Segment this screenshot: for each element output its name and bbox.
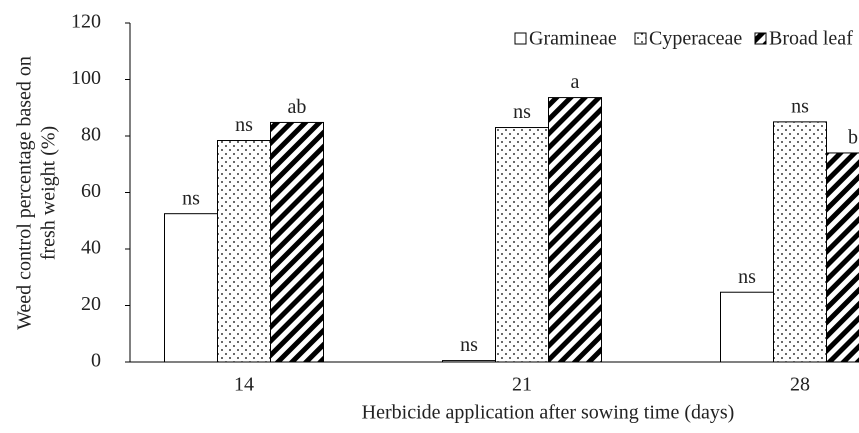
- legend-swatch: [514, 32, 527, 45]
- x-tick-label: 21: [512, 374, 532, 396]
- bar-annotation: ab: [288, 96, 307, 118]
- legend-label: Broad leaf: [769, 28, 853, 50]
- bar: [164, 213, 218, 363]
- x-tick-label: 28: [790, 374, 810, 396]
- bar-annotation: ns: [235, 114, 253, 136]
- bar: [217, 140, 271, 363]
- legend-swatch: [634, 32, 647, 45]
- bar: [773, 121, 827, 363]
- y-tick-label: 120: [71, 11, 101, 33]
- y-axis-label: fresh weight (%): [38, 126, 60, 260]
- bar-annotation: ns: [738, 266, 756, 288]
- bar: [548, 97, 602, 363]
- x-axis-label: Herbicide application after sowing time …: [362, 402, 735, 424]
- x-tick-label: 14: [234, 374, 254, 396]
- bar: [495, 127, 549, 363]
- bar-annotation: ns: [460, 334, 478, 356]
- legend-label: Cyperaceae: [649, 28, 742, 50]
- y-tick-label: 80: [81, 124, 101, 146]
- bar-annotation: ns: [513, 101, 531, 123]
- y-tick-label: 20: [81, 293, 101, 315]
- legend-label: Gramineae: [529, 28, 617, 50]
- y-tick-label: 100: [71, 67, 101, 89]
- legend-swatch: [754, 32, 767, 45]
- bar-annotation: ns: [182, 187, 200, 209]
- bar-annotation: a: [571, 71, 580, 93]
- bar: [270, 121, 324, 363]
- y-axis-label: Weed control percentage based on: [14, 56, 36, 330]
- y-tick-label: 40: [81, 237, 101, 259]
- bar-annotation: b: [848, 127, 858, 149]
- y-tick-label: 60: [81, 180, 101, 202]
- bar: [720, 291, 774, 363]
- bar: [826, 152, 859, 363]
- y-tick-label: 0: [91, 350, 101, 372]
- bar-annotation: ns: [791, 95, 809, 117]
